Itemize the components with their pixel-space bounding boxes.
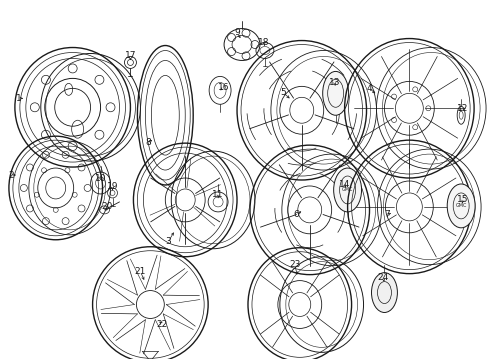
Text: 16: 16: [218, 83, 229, 92]
Text: 23: 23: [288, 260, 300, 269]
Text: 11: 11: [212, 190, 224, 199]
Ellipse shape: [333, 168, 361, 212]
Ellipse shape: [322, 71, 348, 115]
Text: 21: 21: [134, 267, 146, 276]
Ellipse shape: [136, 291, 164, 319]
Text: 19: 19: [106, 183, 118, 192]
Text: 10: 10: [95, 174, 106, 183]
Text: 8: 8: [145, 138, 151, 147]
Ellipse shape: [447, 184, 474, 228]
Text: 24: 24: [377, 273, 388, 282]
Text: 22: 22: [156, 320, 167, 329]
Text: 20: 20: [102, 202, 113, 211]
Text: 14: 14: [338, 180, 349, 189]
Text: GMC: GMC: [341, 188, 352, 193]
Text: 4: 4: [366, 84, 371, 93]
Text: 6: 6: [292, 210, 298, 219]
Text: 1: 1: [16, 94, 21, 103]
Text: 3: 3: [165, 237, 171, 246]
Text: 12: 12: [455, 104, 467, 113]
Text: 18: 18: [258, 38, 269, 47]
Text: 2: 2: [8, 171, 14, 180]
Ellipse shape: [371, 273, 397, 312]
Text: 9: 9: [234, 28, 240, 37]
Text: 5: 5: [280, 88, 285, 97]
Text: 7: 7: [384, 210, 389, 219]
Text: GMC: GMC: [454, 203, 466, 208]
Text: 13: 13: [328, 78, 340, 87]
Text: 17: 17: [124, 51, 136, 60]
Text: 15: 15: [456, 195, 468, 204]
